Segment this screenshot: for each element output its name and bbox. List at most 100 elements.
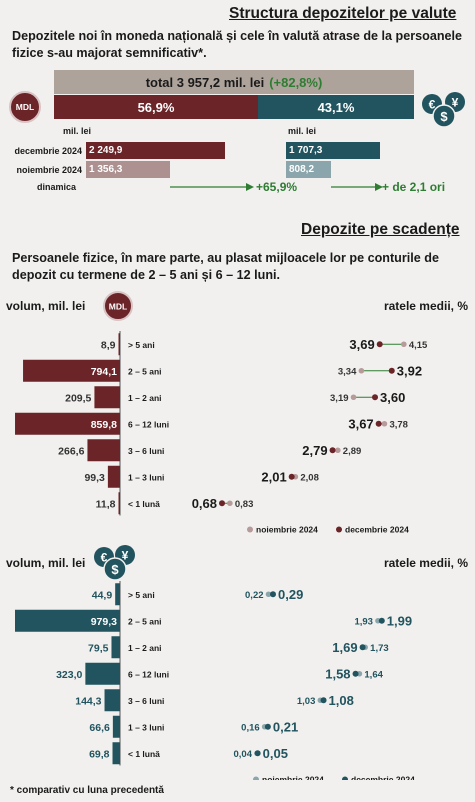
rate-dec-point <box>288 473 295 480</box>
mdl-badge-icon: MDL <box>103 291 133 321</box>
category-label: < 1 lună <box>128 499 160 509</box>
euro-dollar-yen-coins-icon: € ¥ $ <box>422 92 465 128</box>
category-label: 6 – 12 luni <box>128 669 169 679</box>
euro-glyph: € <box>101 551 108 565</box>
volume-label: 859,8 <box>91 419 117 431</box>
volume-bar <box>85 662 120 685</box>
volume-bar <box>111 636 120 659</box>
fx-unit-label: mil. lei <box>288 126 317 136</box>
dollar-glyph: $ <box>111 562 119 577</box>
svg-text:$: $ <box>440 109 448 124</box>
dynamics-mdl-arrow <box>170 183 254 191</box>
volume-bar <box>15 412 120 435</box>
legend-nov-label: noiembrie 2024 <box>262 775 324 781</box>
volume-label: 144,3 <box>75 695 101 707</box>
volume-label: 66,6 <box>89 722 110 734</box>
rates-title: ratele medii, % <box>384 299 468 313</box>
rate-dec-point <box>375 420 382 427</box>
rate-dec-point <box>264 723 271 730</box>
section1-title: Structura depozitelor pe valute <box>229 5 457 22</box>
rate-dec-point <box>372 394 379 401</box>
rate-dec-label: 2,79 <box>302 443 327 458</box>
mdl-share-bar: 56,9% <box>54 95 258 119</box>
volume-label: 979,3 <box>91 616 117 628</box>
dynamics-label: dinamica <box>36 182 76 192</box>
category-label: 3 – 6 luni <box>128 696 164 706</box>
volume-label: 794,1 <box>91 366 117 378</box>
legend-nov-marker <box>253 776 259 780</box>
volume-bar <box>15 609 120 632</box>
volume-bar <box>118 492 120 515</box>
volume-label: 79,5 <box>88 642 109 654</box>
dynamics-fx-value: + de 2,1 ori <box>382 180 446 194</box>
rates-title: ratele medii, % <box>384 556 468 570</box>
rate-dec-label: 0,68 <box>192 496 217 511</box>
category-label: > 5 ani <box>128 590 155 600</box>
volume-bar <box>94 386 120 409</box>
rate-dec-label: 0,29 <box>278 587 303 602</box>
rate-nov-point <box>358 367 365 374</box>
mdl-share-label: 56,9% <box>137 99 175 115</box>
fx-dec-bar: 1 707,3 <box>286 142 380 159</box>
volume-bar <box>115 583 120 606</box>
rate-dec-point <box>320 697 327 704</box>
rate-nov-label: 4,15 <box>409 340 428 351</box>
volume-label: 99,3 <box>84 472 105 484</box>
volume-label: 209,5 <box>65 392 91 404</box>
rate-dec-label: 3,92 <box>397 363 422 378</box>
mdl-dec-value: 2 249,9 <box>89 145 123 156</box>
category-label: 6 – 12 luni <box>128 419 169 429</box>
mdl-maturity-chart: volum, mil. lei ratele medii, % MDL 8,9 > 5 … <box>6 291 468 535</box>
row-nov-label: noiembrie 2024 <box>16 165 82 175</box>
rate-dec-point <box>376 341 383 348</box>
volume-label: 323,0 <box>56 669 82 681</box>
category-label: 1 – 2 ani <box>128 643 162 653</box>
section2-intro: Persoanele fizice, în mare parte, au pla… <box>12 251 439 282</box>
category-label: 2 – 5 ani <box>128 616 162 626</box>
svg-text:€: € <box>429 98 436 112</box>
volume-bar <box>112 715 120 738</box>
volume-title: volum, mil. lei <box>6 556 85 570</box>
volume-bar <box>112 742 120 765</box>
rate-nov-point <box>350 394 357 401</box>
footnote: * comparativ cu luna precedentă <box>10 785 164 796</box>
rate-nov-label: 1,93 <box>354 616 373 627</box>
dynamics-fx-arrow <box>331 183 383 191</box>
volume-label: 11,8 <box>96 498 116 510</box>
volume-bar <box>107 465 120 488</box>
mdl-dec-bar: 2 249,9 <box>86 142 225 159</box>
fx-nov-value: 808,2 <box>289 164 315 175</box>
volume-bar <box>118 333 120 356</box>
rate-dec-point <box>359 644 366 651</box>
legend-nov-marker <box>247 526 253 533</box>
dynamics-mdl-value: +65,9% <box>256 180 298 194</box>
yen-glyph: ¥ <box>122 549 129 563</box>
rate-dec-label: 0,21 <box>273 719 298 734</box>
category-label: 3 – 6 luni <box>128 446 164 456</box>
mdl-nov-value: 1 356,3 <box>89 164 123 175</box>
rate-nov-point <box>381 420 388 427</box>
rate-dec-point <box>388 367 395 374</box>
rate-nov-point <box>265 591 272 598</box>
total-label: total 3 957,2 mil. lei <box>145 74 265 90</box>
rate-nov-label: 1,64 <box>364 669 383 680</box>
rate-nov-label: 2,08 <box>300 472 319 483</box>
rate-dec-label: 3,60 <box>380 390 405 405</box>
rate-dec-point <box>329 447 336 454</box>
rate-dec-label: 1,99 <box>387 613 412 628</box>
rate-dec-label: 3,67 <box>348 416 373 431</box>
svg-text:¥: ¥ <box>452 96 459 110</box>
rate-nov-label: 1,73 <box>370 643 389 654</box>
fx-nov-bar: 808,2 <box>286 161 331 178</box>
section2-title: Depozite pe scadențe <box>301 221 460 238</box>
rate-dec-point <box>352 670 359 677</box>
rate-dec-point <box>219 500 225 507</box>
volume-label: 8,9 <box>101 339 116 351</box>
legend-dec-label: decembrie 2024 <box>351 775 415 781</box>
category-label: 2 – 5 ani <box>128 366 162 376</box>
row-dec-label: decembrie 2024 <box>14 146 82 156</box>
euro-dollar-yen-coins-icon: € ¥$ <box>94 545 135 581</box>
mdl-badge-icon: MDL <box>9 91 41 123</box>
rate-dec-label: 3,69 <box>349 337 374 352</box>
volume-label: 44,9 <box>92 589 113 601</box>
